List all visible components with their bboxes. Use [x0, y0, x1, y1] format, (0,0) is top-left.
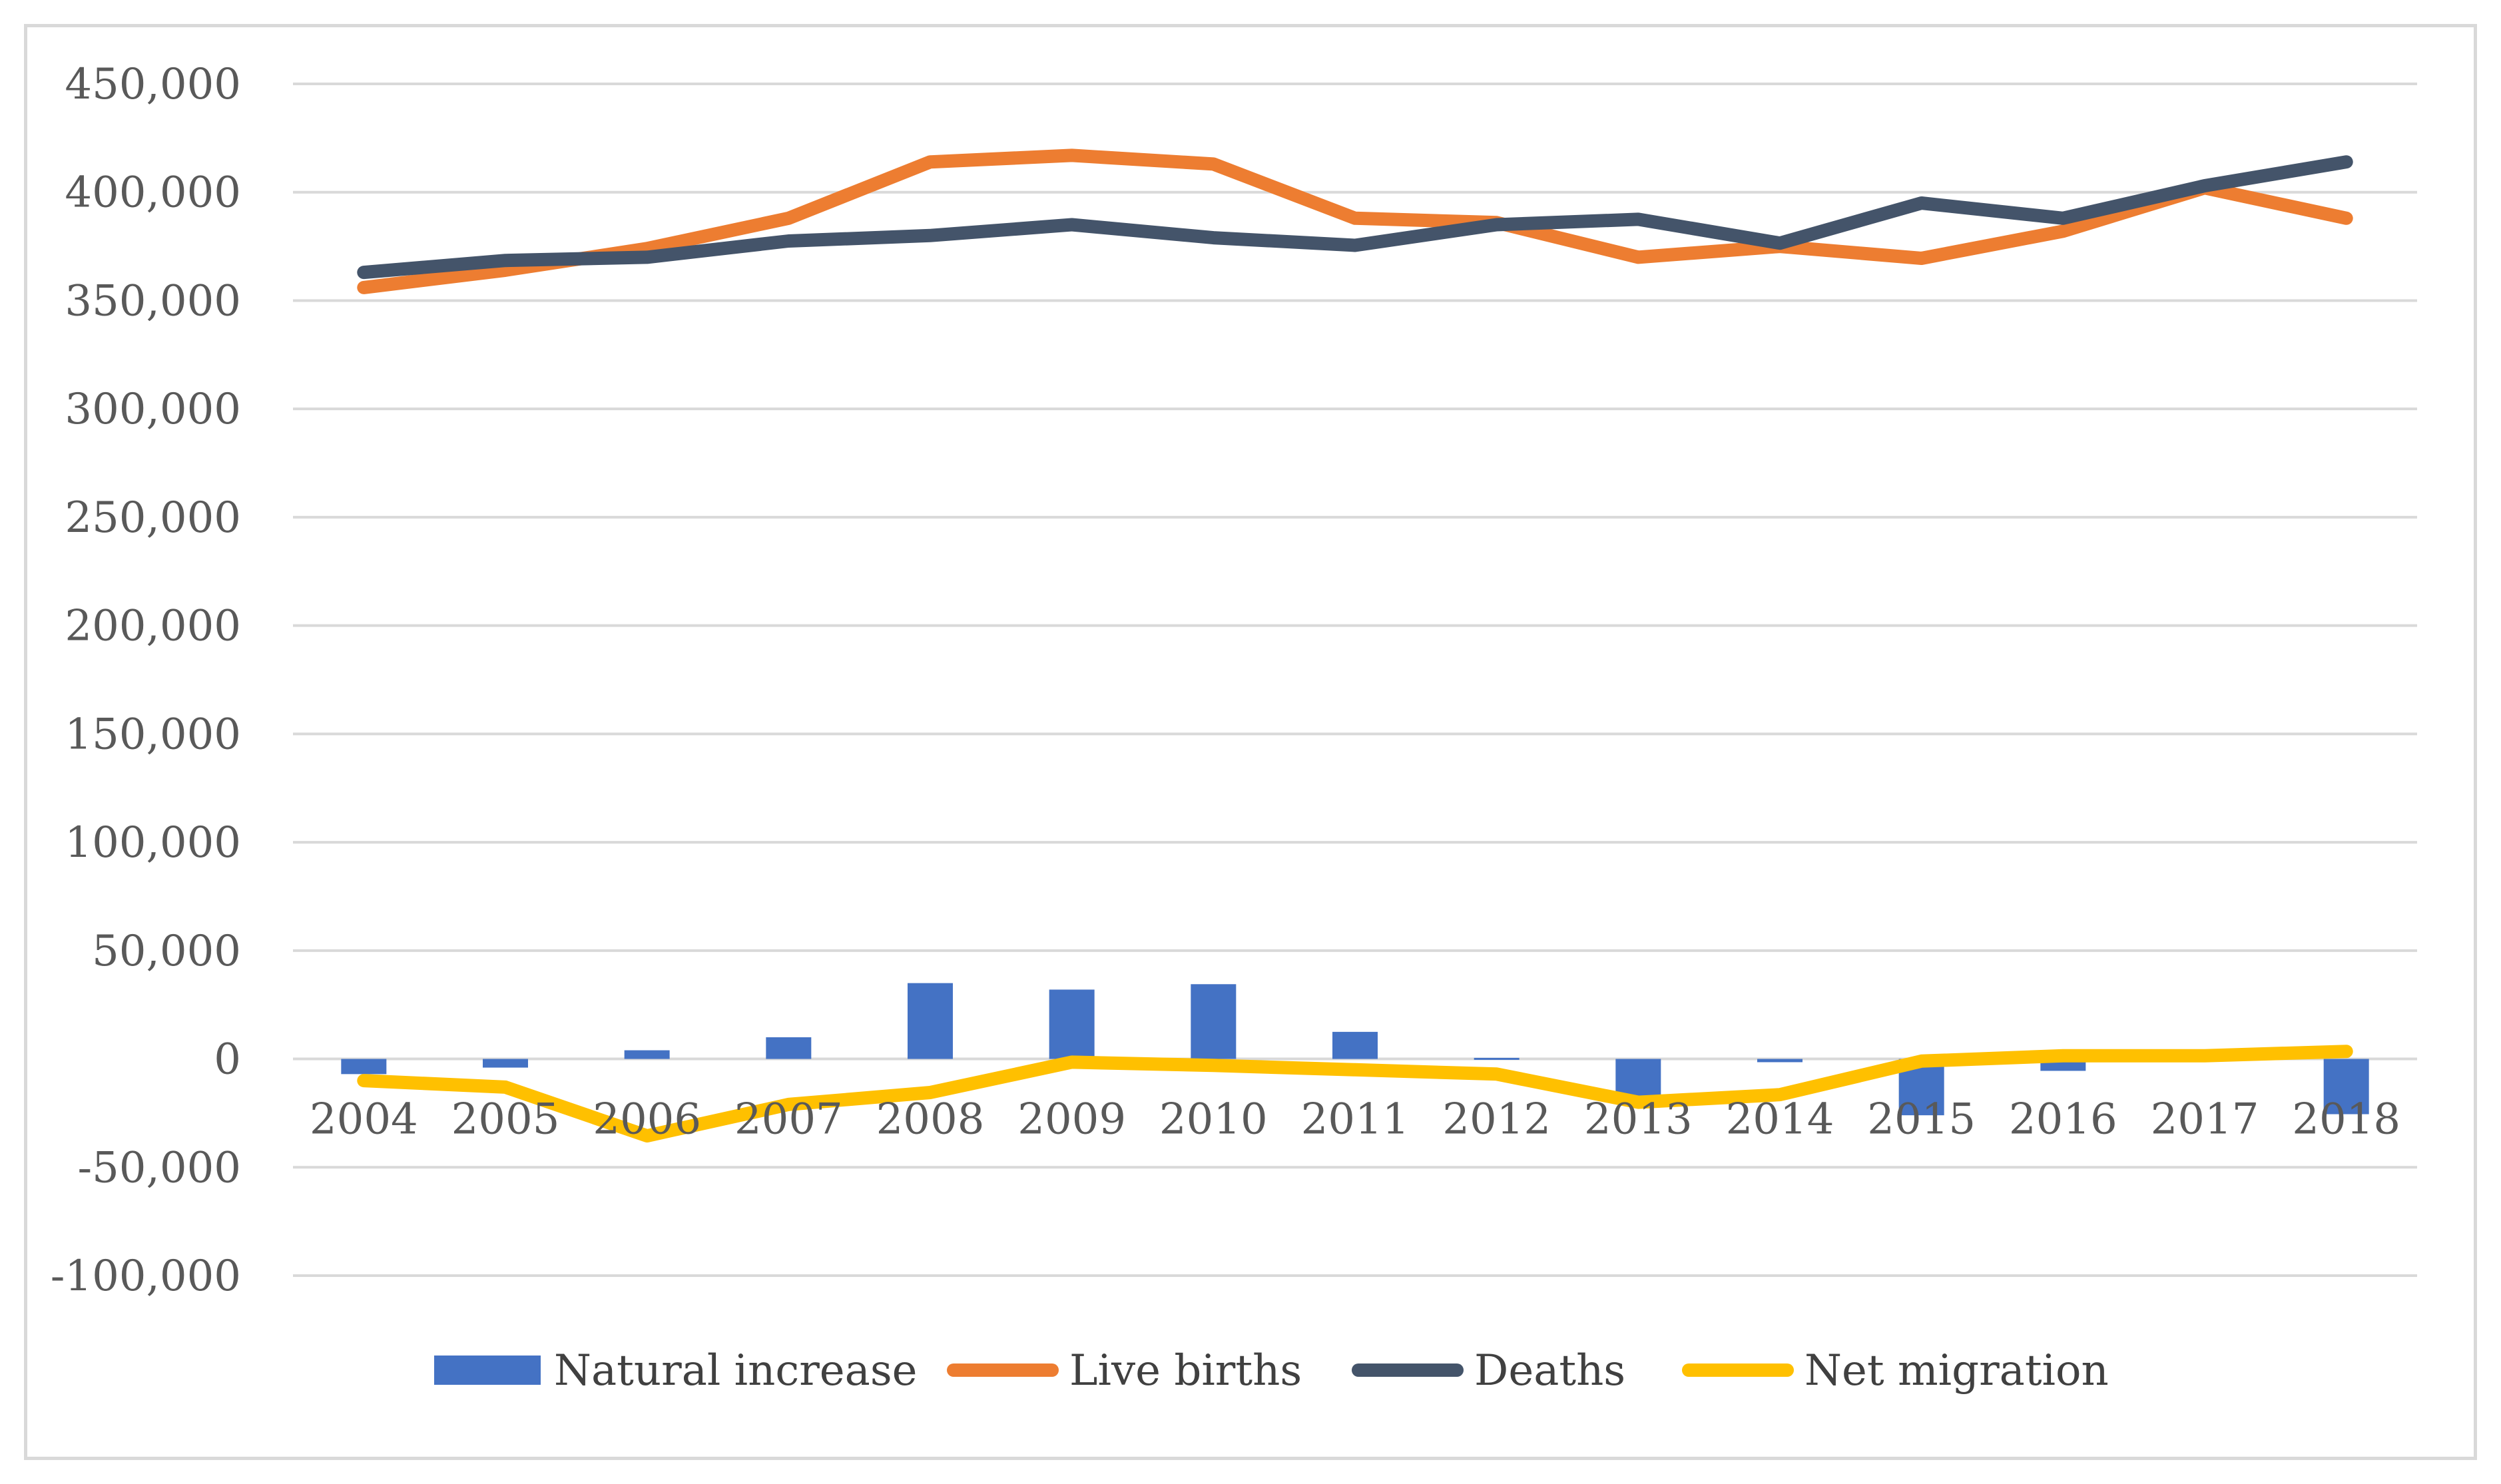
x-tick-label: 2007 — [734, 1095, 843, 1144]
y-tick-label: 50,000 — [92, 927, 241, 976]
y-tick-label: -100,000 — [51, 1252, 241, 1301]
y-tick-label: 350,000 — [65, 276, 241, 326]
y-tick-label: 0 — [214, 1035, 241, 1085]
bar-natural-increase-2008 — [908, 983, 953, 1059]
x-tick-label: 2010 — [1159, 1095, 1268, 1144]
x-tick-label: 2016 — [2009, 1095, 2117, 1144]
y-axis-tick-labels: 450,000 400,000 350,000 300,000 250,000 200,0… — [51, 60, 241, 1301]
bar-natural-increase-2009 — [1049, 989, 1095, 1059]
x-tick-label: 2013 — [1584, 1095, 1693, 1144]
bar-natural-increase-2018 — [2323, 1059, 2369, 1114]
line-live-births — [357, 148, 2353, 294]
line-deaths — [357, 155, 2353, 280]
x-tick-label: 2004 — [310, 1095, 418, 1144]
bar-natural-increase-2014 — [1757, 1059, 1803, 1063]
bar-natural-increase-2012 — [1474, 1057, 1520, 1060]
legend-swatch-natural-increase — [434, 1356, 541, 1385]
legend: Natural increase Live births Deaths Net mig… — [434, 1346, 2109, 1395]
legend-label-deaths: Deaths — [1474, 1346, 1625, 1395]
x-tick-label: 2008 — [876, 1095, 985, 1144]
x-tick-label: 2018 — [2292, 1095, 2400, 1144]
y-tick-label: 450,000 — [65, 60, 241, 109]
x-tick-label: 2014 — [1726, 1095, 1834, 1144]
x-tick-label: 2005 — [451, 1095, 560, 1144]
y-tick-label: 400,000 — [65, 168, 241, 218]
x-tick-label: 2012 — [1442, 1095, 1551, 1144]
x-tick-label: 2011 — [1301, 1095, 1410, 1144]
bar-natural-increase-2011 — [1332, 1031, 1378, 1059]
y-tick-label: 200,000 — [65, 602, 241, 651]
bar-natural-increase-2005 — [483, 1059, 528, 1068]
legend-label-natural-increase: Natural increase — [554, 1346, 918, 1395]
bar-natural-increase-2010 — [1191, 984, 1237, 1059]
y-tick-label: 300,000 — [65, 385, 241, 434]
y-tick-label: -50,000 — [77, 1143, 241, 1192]
natural-increase-bars — [341, 983, 2369, 1116]
bar-natural-increase-2007 — [766, 1037, 812, 1059]
y-tick-label: 250,000 — [65, 493, 241, 543]
x-tick-label: 2015 — [1867, 1095, 1976, 1144]
x-tick-label: 2017 — [2151, 1095, 2259, 1144]
y-tick-label: 150,000 — [65, 710, 241, 759]
line-net-migration — [357, 1045, 2353, 1143]
series-lines — [357, 148, 2353, 1143]
bar-natural-increase-2004 — [341, 1059, 387, 1075]
legend-label-live-births: Live births — [1069, 1346, 1302, 1395]
x-axis-tick-labels: 2004 2005 2006 2007 2008 2009 2010 2011 2012 2013… — [310, 1095, 2400, 1144]
x-tick-label: 2006 — [593, 1095, 701, 1144]
y-tick-label: 100,000 — [65, 818, 241, 867]
bar-natural-increase-2006 — [624, 1050, 670, 1059]
legend-label-net-migration: Net migration — [1805, 1346, 2109, 1395]
x-tick-label: 2009 — [1017, 1095, 1126, 1144]
